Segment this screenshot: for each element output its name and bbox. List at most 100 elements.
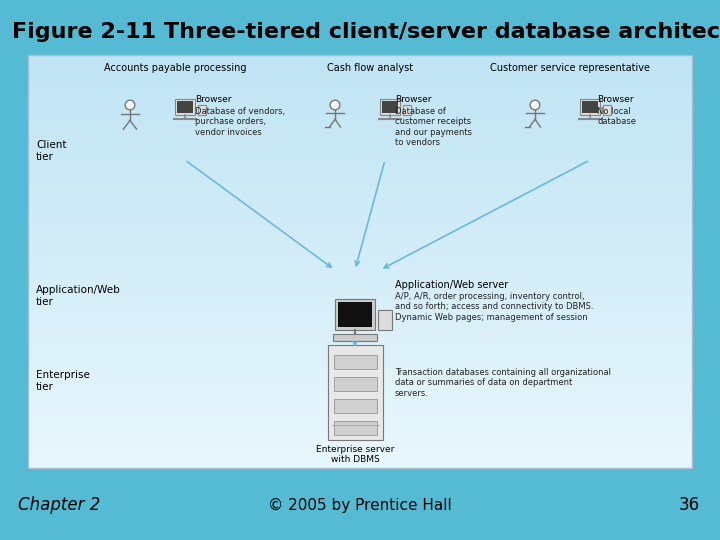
Text: No local
database: No local database — [597, 107, 636, 126]
Bar — [28, 241, 692, 249]
Bar — [28, 158, 692, 166]
Bar — [28, 117, 692, 125]
Bar — [28, 55, 692, 63]
Bar — [28, 248, 692, 255]
Text: Chapter 2: Chapter 2 — [18, 496, 100, 514]
Bar — [338, 302, 372, 327]
Bar — [580, 98, 600, 115]
Bar — [28, 69, 692, 77]
Text: © 2005 by Prentice Hall: © 2005 by Prentice Hall — [268, 497, 452, 512]
Bar — [28, 96, 692, 104]
Bar — [28, 76, 692, 84]
Bar — [28, 399, 692, 407]
Bar — [28, 268, 692, 276]
Text: Transaction databases containing all organizational
data or summaries of data on: Transaction databases containing all org… — [395, 368, 611, 398]
Bar — [28, 103, 692, 111]
Text: A/P, A/R, order processing, inventory control,
and so forth; access and connecti: A/P, A/R, order processing, inventory co… — [395, 292, 593, 322]
Text: 36: 36 — [679, 496, 700, 514]
Bar — [28, 255, 692, 262]
Bar — [28, 316, 692, 325]
Bar — [28, 83, 692, 90]
Bar — [28, 454, 692, 462]
Circle shape — [125, 100, 135, 110]
Text: Client
tier: Client tier — [36, 140, 66, 161]
Bar — [28, 364, 692, 373]
Text: Enterprise server
with DBMS: Enterprise server with DBMS — [316, 445, 394, 464]
Bar — [28, 213, 692, 221]
Bar — [333, 421, 377, 435]
Text: Enterprise
tier: Enterprise tier — [36, 370, 90, 392]
Bar — [28, 90, 692, 97]
Bar — [328, 345, 382, 440]
Bar — [28, 200, 692, 207]
Text: Customer service representative: Customer service representative — [490, 63, 650, 73]
Text: Browser: Browser — [395, 95, 431, 104]
Text: Cash flow analyst: Cash flow analyst — [327, 63, 413, 73]
Bar — [28, 145, 692, 152]
Bar — [28, 392, 692, 400]
Circle shape — [530, 100, 540, 110]
Bar — [333, 399, 377, 413]
Text: Application/Web
tier: Application/Web tier — [36, 285, 121, 307]
Bar — [28, 372, 692, 380]
Bar — [28, 289, 692, 297]
Bar — [333, 334, 377, 341]
Bar — [333, 377, 377, 391]
Bar — [28, 206, 692, 214]
Bar — [382, 100, 398, 113]
Bar — [28, 193, 692, 200]
Bar — [0, 468, 720, 540]
Text: Figure 2-11 Three-tiered client/server database architecture: Figure 2-11 Three-tiered client/server d… — [12, 22, 720, 42]
Bar — [177, 100, 193, 113]
Bar — [336, 299, 374, 330]
Bar — [28, 441, 692, 448]
Bar — [0, 0, 720, 52]
Bar — [28, 55, 692, 468]
Bar — [28, 406, 692, 414]
Bar — [28, 62, 692, 70]
Bar — [582, 100, 598, 113]
Bar — [28, 172, 692, 180]
Text: Database of vendors,
purchase orders,
vendor invoices: Database of vendors, purchase orders, ve… — [195, 107, 285, 137]
Bar — [28, 124, 692, 132]
Text: Accounts payable processing: Accounts payable processing — [104, 63, 246, 73]
Bar — [28, 138, 692, 145]
Text: Database of
customer receipts
and our payments
to vendors: Database of customer receipts and our pa… — [395, 107, 472, 147]
Bar — [28, 309, 692, 318]
Bar — [28, 323, 692, 332]
Bar — [28, 330, 692, 338]
Bar — [403, 105, 410, 115]
Bar — [28, 337, 692, 345]
Bar — [603, 105, 611, 115]
Bar — [28, 358, 692, 366]
Bar — [380, 98, 400, 115]
Text: Browser: Browser — [597, 95, 634, 104]
Bar — [175, 98, 195, 115]
Bar — [28, 447, 692, 455]
Bar — [28, 413, 692, 421]
Bar — [28, 179, 692, 187]
Bar — [333, 355, 377, 369]
Bar — [28, 282, 692, 290]
Bar — [28, 427, 692, 435]
Bar — [28, 131, 692, 139]
Bar — [28, 303, 692, 310]
Bar — [28, 186, 692, 194]
Bar — [28, 296, 692, 304]
Text: Browser: Browser — [195, 95, 232, 104]
Bar — [28, 351, 692, 359]
Bar — [377, 310, 392, 330]
Bar — [28, 151, 692, 159]
Bar — [28, 344, 692, 352]
Bar — [198, 105, 206, 115]
Circle shape — [330, 100, 340, 110]
Bar — [28, 386, 692, 393]
Bar — [28, 275, 692, 283]
Bar — [28, 461, 692, 469]
Bar — [28, 434, 692, 442]
Bar — [28, 110, 692, 118]
Bar — [28, 165, 692, 173]
Text: Application/Web server: Application/Web server — [395, 280, 508, 290]
Bar — [28, 220, 692, 228]
Bar — [28, 234, 692, 242]
